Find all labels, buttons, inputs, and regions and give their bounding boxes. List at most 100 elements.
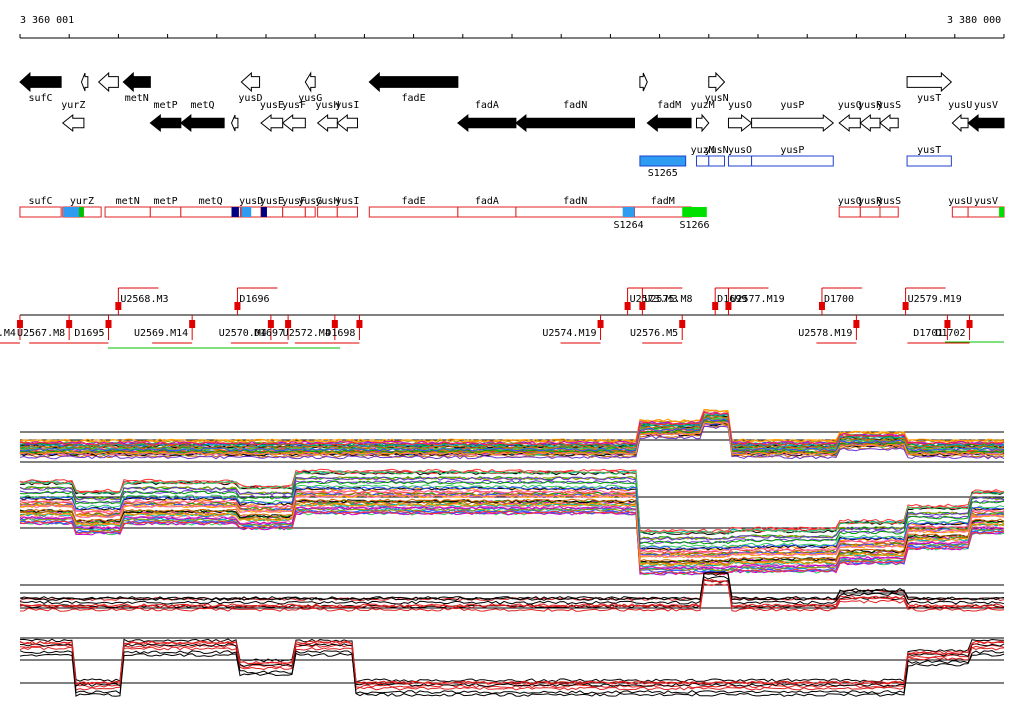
gene-arrow	[260, 113, 284, 133]
minus-feature-marker	[267, 320, 274, 328]
minus-unit-box	[951, 206, 969, 218]
minus-unit-box	[104, 206, 151, 218]
minus-segment	[682, 207, 707, 217]
plus-feature-label: D1699	[717, 294, 747, 305]
minus-segment-label: S1266	[679, 220, 709, 231]
minus-segment	[63, 207, 79, 217]
plus-feature-marker	[818, 302, 825, 310]
gene-label: yurZ	[61, 100, 85, 111]
gene-label: yusT	[917, 93, 941, 104]
gene-arrow	[751, 113, 835, 133]
minus-feature-marker	[285, 320, 292, 328]
minus-unit-label: yusH	[315, 196, 339, 207]
gene-label: yusV	[974, 100, 998, 111]
minus-unit-label: yusV	[974, 196, 998, 207]
gene-label: yuzM	[691, 100, 715, 111]
profile-line	[19, 486, 1005, 550]
minus-feature-marker	[597, 320, 604, 328]
minus-unit-label: fadN	[563, 196, 587, 207]
gene-label: yusS	[877, 100, 901, 111]
plus-segment	[639, 155, 687, 167]
expression-profile-track	[19, 408, 1005, 697]
minus-unit-label: metQ	[199, 196, 223, 207]
gene-arrow	[281, 113, 306, 133]
profile-line	[19, 502, 1005, 567]
minus-feature-label: U2567.M8	[17, 328, 65, 339]
plus-feature-marker	[725, 302, 732, 310]
gene-arrow	[695, 113, 710, 133]
gene-label: sufC	[28, 93, 52, 104]
minus-unit-box	[457, 206, 517, 218]
plus-feature-marker	[902, 302, 909, 310]
gene-arrow	[316, 113, 338, 133]
profile-line	[19, 470, 1005, 535]
gene-label: yusD	[238, 93, 262, 104]
gene-arrow	[457, 113, 517, 133]
profile-line	[19, 643, 1005, 687]
profile-line	[19, 510, 1005, 575]
plus-feature-marker	[234, 302, 241, 310]
minus-segment	[622, 207, 635, 217]
plus-feature-label: U2577.M19	[730, 294, 784, 305]
profile-line	[19, 579, 1005, 609]
minus-feature-label: D1698	[325, 328, 355, 339]
minus-feature-marker	[331, 320, 338, 328]
profile-line	[19, 415, 1005, 450]
minus-segment	[241, 207, 252, 217]
profile-line	[19, 487, 1005, 552]
minus-unit-label: yusE	[260, 196, 284, 207]
gene-label: fadM	[657, 100, 681, 111]
minus-unit-label: yusI	[335, 196, 359, 207]
gene-label: yusU	[948, 100, 972, 111]
profile-line	[19, 480, 1005, 545]
plus-feature-label: D1696	[239, 294, 269, 305]
minus-feature-marker	[944, 320, 951, 328]
profile-line	[19, 650, 1005, 695]
minus-unit-box	[149, 206, 182, 218]
gene-track: sufC yurZ metN metP metQ yusDyusEyusFyusGyusH…	[19, 71, 1005, 133]
gene-label: yusO	[728, 100, 752, 111]
gene-arrow	[180, 113, 225, 133]
gene-arrow	[304, 71, 316, 93]
gene-label: yusI	[335, 100, 359, 111]
minus-feature-label: D1702	[935, 328, 965, 339]
gene-arrow	[368, 71, 459, 93]
gene-arrow	[515, 113, 635, 133]
minus-unit-label: yusS	[877, 196, 901, 207]
gene-arrow	[149, 113, 182, 133]
profile-line	[19, 575, 1005, 605]
minus-unit-box	[304, 206, 316, 218]
minus-strand-unit-track: sufC yurZ metN metP metQ yusDyusEyusFyusGyusH…	[19, 196, 1005, 231]
profile-line	[19, 498, 1005, 563]
gene-label: yusF	[282, 100, 306, 111]
minus-feature-marker	[16, 320, 23, 328]
minus-feature-label: D1701	[913, 328, 943, 339]
minus-unit-box	[967, 206, 1005, 218]
minus-unit-label: yusF	[282, 196, 306, 207]
profile-line	[19, 572, 1004, 601]
profile-line	[19, 470, 1005, 535]
gene-label: metQ	[190, 100, 214, 111]
plus-unit-box	[906, 155, 952, 167]
minus-segment	[999, 207, 1004, 217]
plus-feature-marker	[712, 302, 719, 310]
gene-arrow	[879, 113, 899, 133]
minus-unit-label: metP	[154, 196, 178, 207]
gene-arrow	[639, 72, 648, 92]
plus-unit-label: yusT	[917, 145, 941, 156]
gene-arrow	[859, 113, 881, 133]
gene-label: fadA	[475, 100, 499, 111]
plus-unit-label: yusO	[728, 145, 752, 156]
minus-feature-marker	[105, 320, 112, 328]
minus-unit-label: yusU	[948, 196, 972, 207]
plus-feature-label: D1700	[824, 294, 854, 305]
coordinate-ruler: 3 360 001 3 380 000	[19, 15, 1005, 39]
minus-feature-label: U2578.M19	[798, 328, 852, 339]
minus-feature-label: D1697	[254, 328, 284, 339]
gene-arrow	[230, 114, 239, 132]
plus-unit-label: yusP	[780, 145, 804, 156]
gene-label: yusP	[780, 100, 804, 111]
